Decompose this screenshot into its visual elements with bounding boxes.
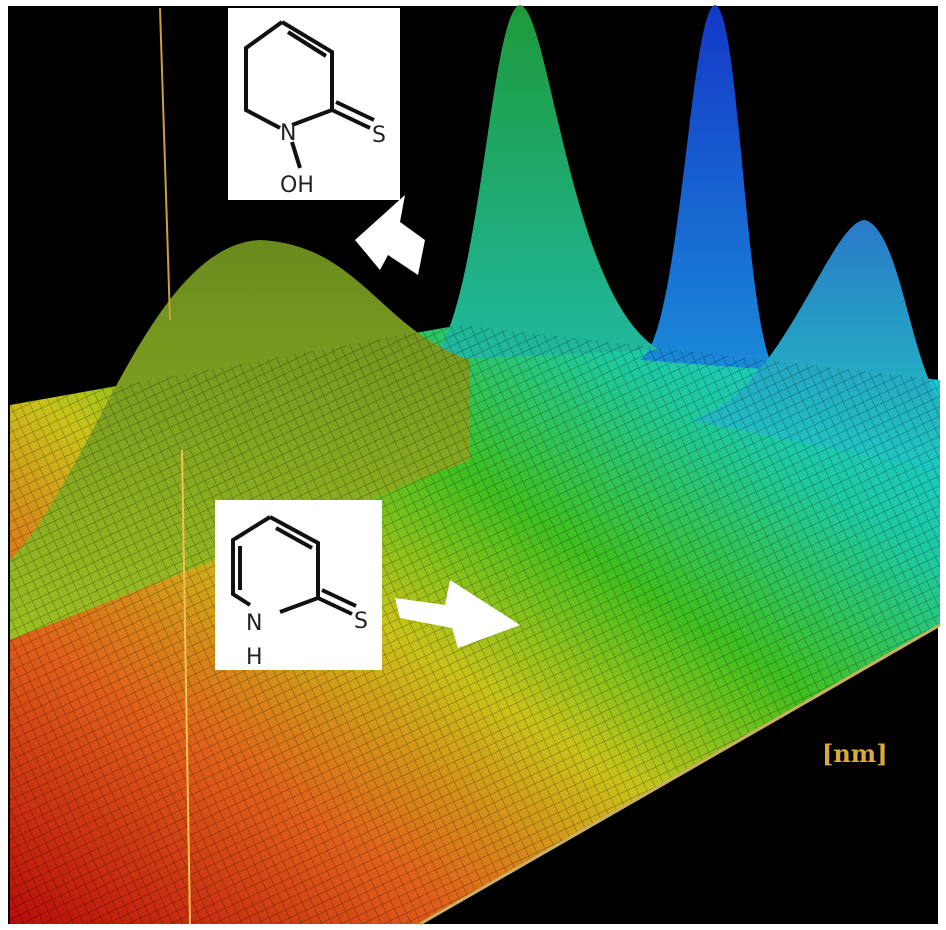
atom-label: N: [280, 121, 296, 146]
atom-label: N: [246, 611, 262, 636]
atom-label: S: [354, 609, 368, 634]
figure: [nm] N S OH N S H: [0, 0, 946, 930]
axis-label: [nm]: [822, 739, 888, 768]
atom-label: S: [372, 123, 386, 148]
molecule-box: [228, 8, 400, 200]
atom-label: OH: [280, 173, 314, 198]
atom-label: H: [246, 645, 263, 670]
